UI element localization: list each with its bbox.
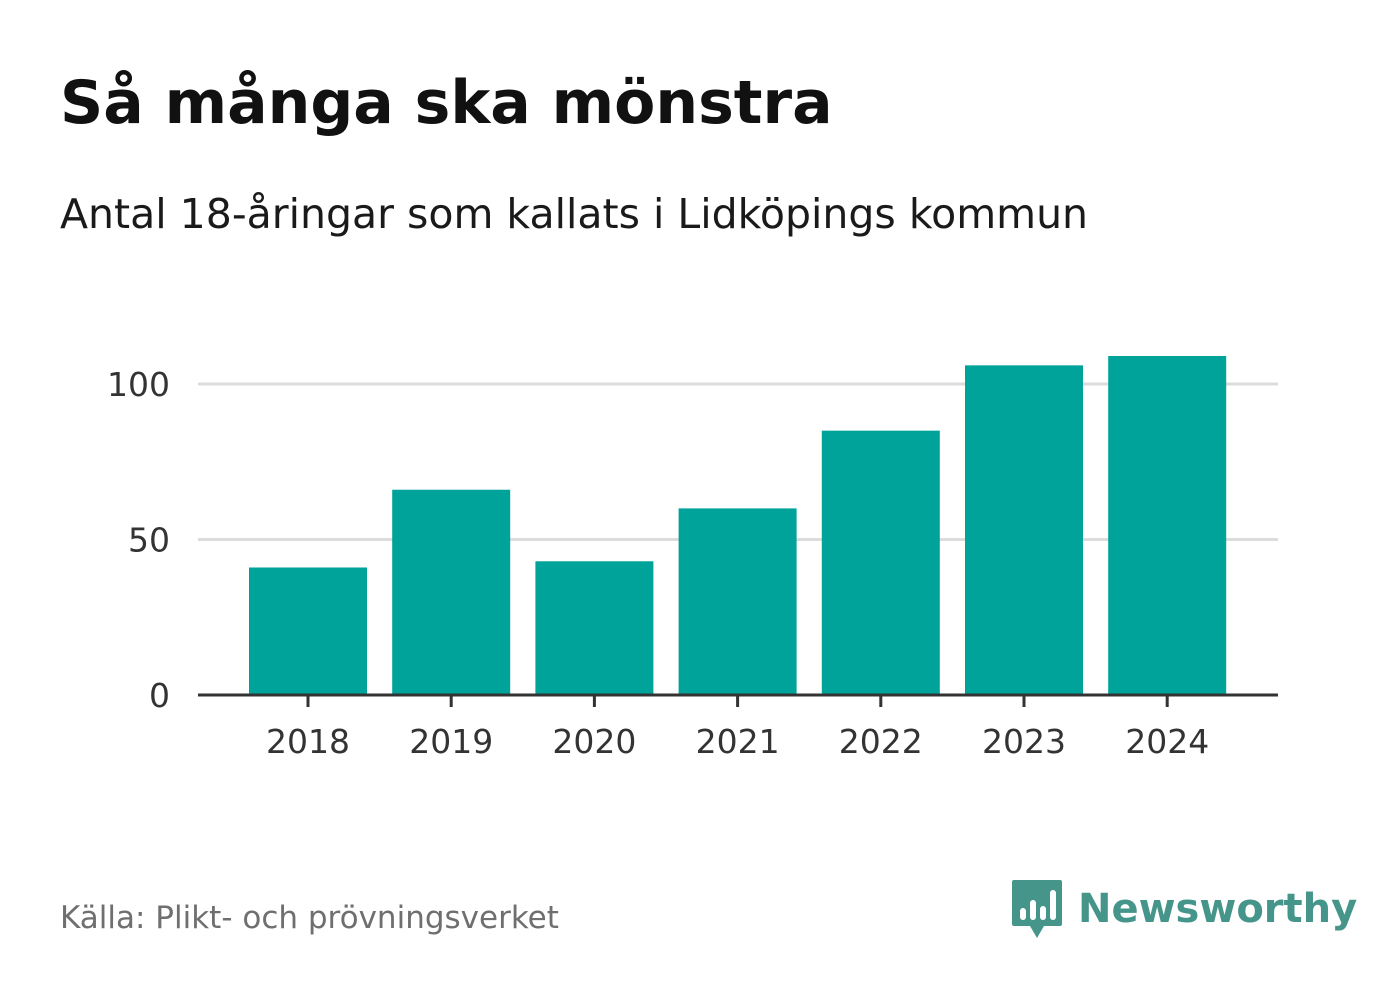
chart-subtitle: Antal 18-åringar som kallats i Lidköping… <box>60 190 1089 238</box>
x-tick-label: 2021 <box>696 722 780 761</box>
x-tick-label: 2020 <box>552 722 636 761</box>
newsworthy-logo-icon <box>1012 880 1062 938</box>
x-tick-label: 2019 <box>409 722 493 761</box>
chart-title: Så många ska mönstra <box>60 68 833 138</box>
bar-2020 <box>535 561 654 695</box>
bar-2021 <box>678 508 797 695</box>
source-note: Källa: Plikt- och prövningsverket <box>60 900 559 936</box>
y-tick-label: 0 <box>149 676 170 715</box>
bar-chart: 0 50 100 2018 2019 2020 2021 2022 2023 2024 <box>107 356 1278 761</box>
bar-2022 <box>821 430 940 695</box>
bar-2024 <box>1108 356 1227 695</box>
x-tick-label: 2024 <box>1125 722 1209 761</box>
brand-name: Newsworthy <box>1078 886 1358 932</box>
x-tick-label: 2023 <box>982 722 1066 761</box>
x-tick-label: 2018 <box>266 722 350 761</box>
bar-2023 <box>965 365 1083 695</box>
bar-2018 <box>249 567 367 695</box>
brand-logo: Newsworthy <box>1010 878 1357 940</box>
x-tick-label: 2022 <box>839 722 923 761</box>
y-tick-label: 50 <box>128 521 170 560</box>
y-tick-label: 100 <box>107 365 170 404</box>
bar-2019 <box>392 489 511 695</box>
